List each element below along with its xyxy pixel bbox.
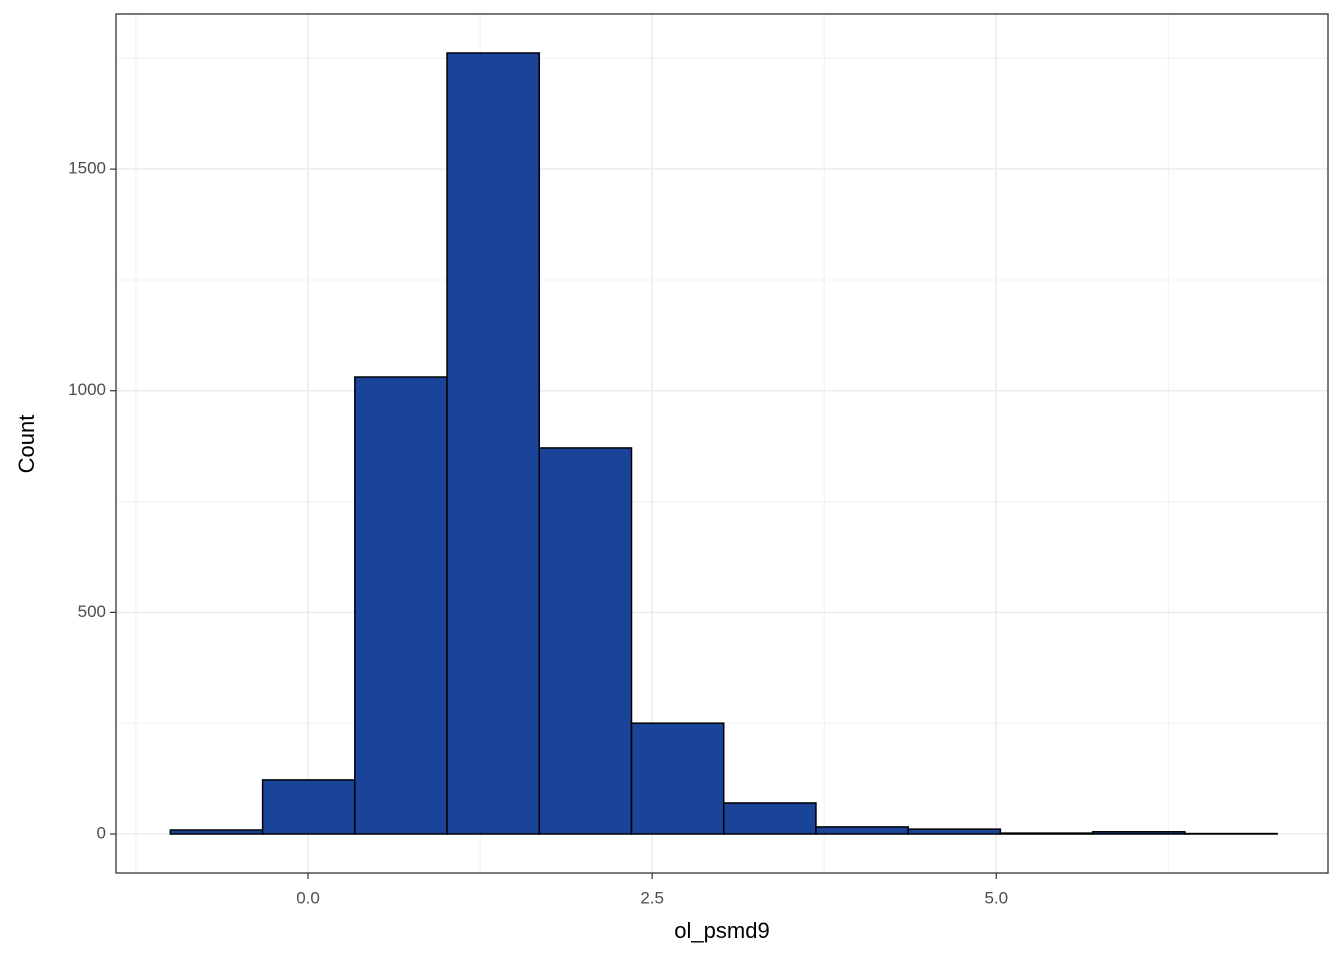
x-tick-label: 5.0 (984, 888, 1008, 907)
x-axis-title: ol_psmd9 (674, 918, 769, 943)
bar (354, 376, 448, 835)
bar (261, 779, 356, 835)
y-tick-label: 0 (97, 823, 106, 842)
bar (722, 802, 817, 835)
bar (1091, 831, 1186, 835)
panel-border (115, 13, 1329, 874)
bar (169, 829, 264, 835)
bar (907, 828, 1002, 835)
bar (538, 447, 633, 835)
x-tick-label: 2.5 (640, 888, 664, 907)
y-tick-label: 1500 (68, 159, 106, 178)
y-axis-title: Count (14, 415, 39, 474)
y-tick-label: 500 (78, 602, 106, 621)
bar (815, 826, 909, 835)
bar (999, 832, 1094, 835)
bar (446, 52, 541, 835)
y-tick-label: 1000 (68, 380, 106, 399)
x-tick-label: 0.0 (296, 888, 320, 907)
bar (630, 722, 725, 835)
